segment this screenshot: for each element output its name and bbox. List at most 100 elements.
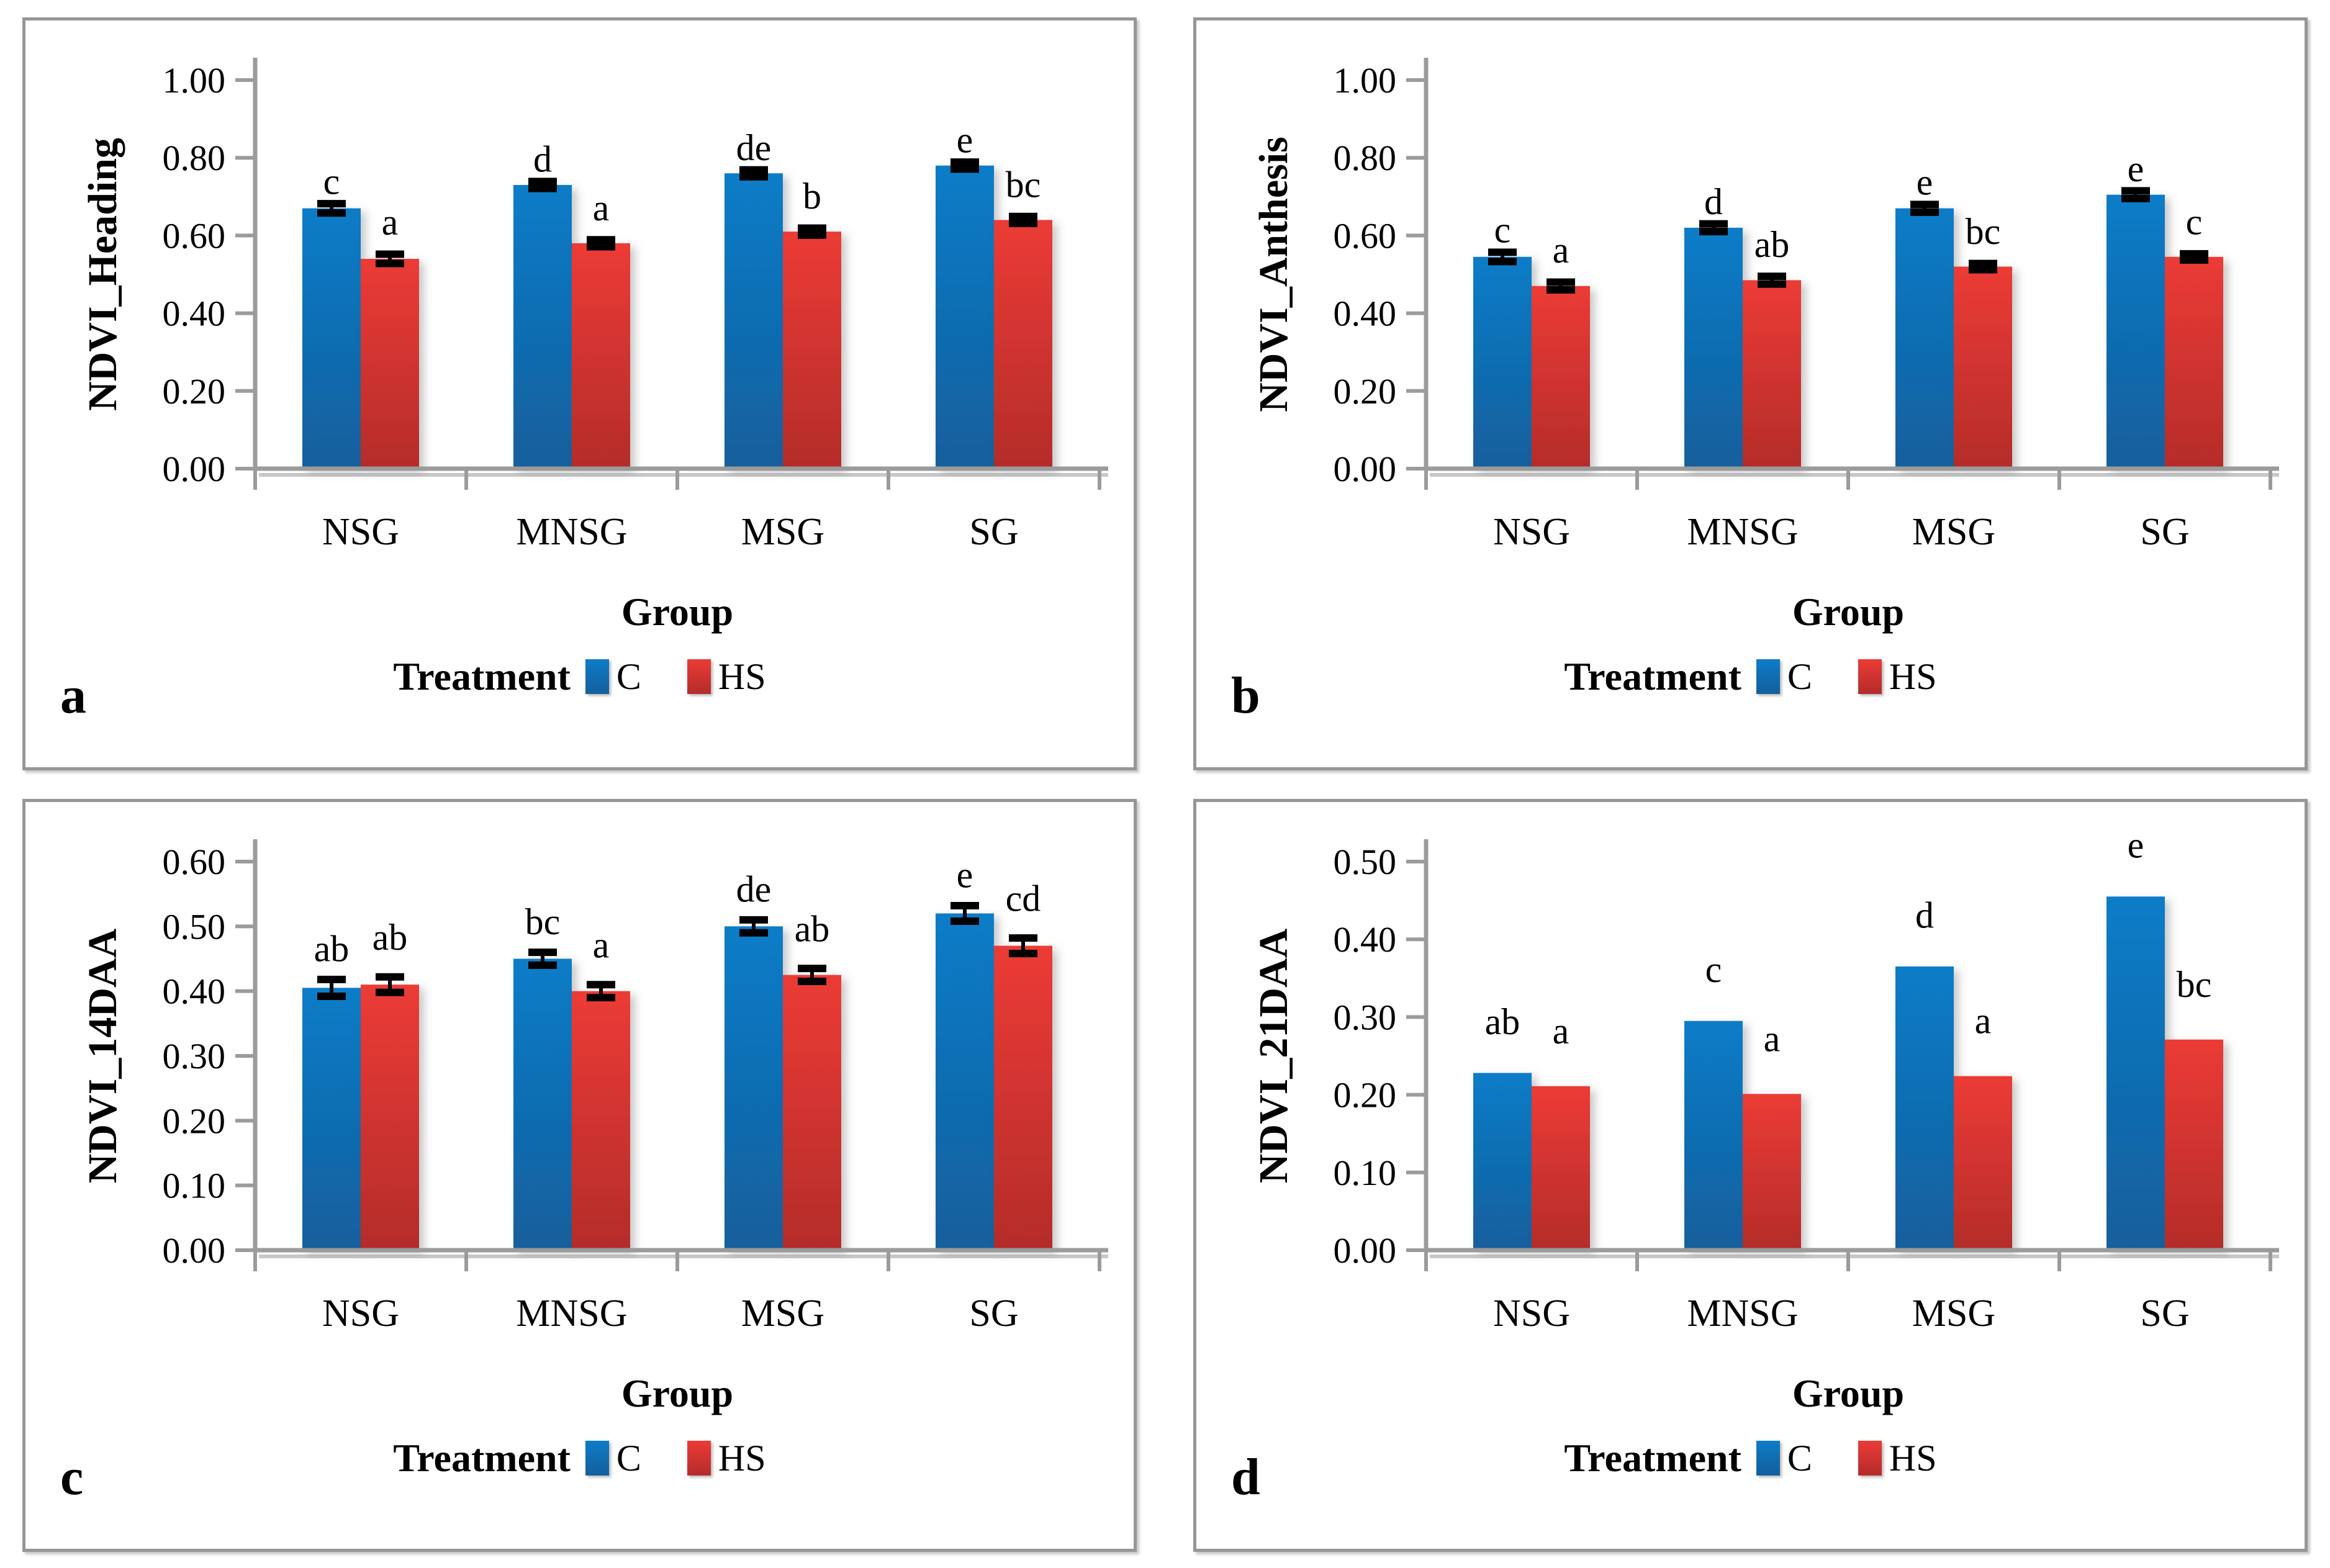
bar-HS-MSG <box>783 975 841 1250</box>
legend: Treatment C HS <box>25 649 1134 705</box>
y-tick-label: 0.80 <box>163 138 226 178</box>
panel-b: 0.00 0.20 0.40 0.60 0.80 1.00 c a NSG d ab MNSG e bc M… <box>1193 17 2308 770</box>
y-tick-label: 0.40 <box>1334 294 1397 334</box>
bar-C-SG <box>2106 896 2165 1250</box>
sig-letter-C-MSG: e <box>1917 162 1933 203</box>
y-tick-label: 1.00 <box>163 60 226 101</box>
bar-HS-NSG <box>361 259 419 469</box>
sig-letter-C-MNSG: c <box>1705 949 1722 990</box>
sig-letter-HS-NSG: a <box>1553 1011 1569 1052</box>
sig-letter-C-SG: e <box>2128 148 2144 189</box>
x-axis-title: Group <box>1792 1371 1904 1415</box>
y-tick-label: 0.40 <box>163 971 226 1012</box>
legend-swatch-c <box>585 659 609 694</box>
legend-swatch-hs <box>687 1441 711 1476</box>
y-tick-label: 0.40 <box>163 294 226 334</box>
x-axis-title: Group <box>1792 590 1904 634</box>
bar-HS-NSG <box>361 985 419 1250</box>
x-tick-label-MNSG: MNSG <box>1687 511 1798 553</box>
bar-C-MSG <box>1895 208 1954 469</box>
y-axis-title: NDVI_21DAA <box>1251 928 1296 1183</box>
y-tick-label: 0.00 <box>1334 449 1397 489</box>
bar-HS-SG <box>2165 1039 2223 1250</box>
y-tick-label: 0.20 <box>1334 371 1397 412</box>
sig-letter-HS-NSG: a <box>382 202 399 243</box>
legend-title: Treatment <box>393 654 571 698</box>
x-axis-title: Group <box>621 1371 733 1415</box>
bar-C-SG <box>2106 194 2165 469</box>
legend-swatch-hs <box>1858 659 1882 694</box>
sig-letter-C-MNSG: bc <box>525 901 561 942</box>
sig-letter-C-NSG: ab <box>1485 1001 1520 1042</box>
sig-letter-HS-MSG: b <box>803 176 821 217</box>
sig-letter-C-NSG: c <box>323 161 340 202</box>
y-tick-label: 0.10 <box>163 1166 226 1206</box>
panel-letter-a: a <box>60 667 86 724</box>
sig-letter-C-MNSG: d <box>1704 181 1723 222</box>
legend: Treatment C HS <box>1196 1430 2305 1486</box>
x-tick-label-MSG: MSG <box>741 511 824 553</box>
sig-letter-C-SG: e <box>957 855 973 896</box>
sig-letter-HS-MSG: a <box>1975 1001 1992 1042</box>
y-tick-label: 0.50 <box>163 906 226 947</box>
y-tick-label: 0.00 <box>163 449 226 489</box>
bar-HS-MSG <box>1954 266 2012 469</box>
y-tick-label: 0.30 <box>163 1036 226 1076</box>
panel-letter-d: d <box>1231 1448 1260 1506</box>
sig-letter-C-MSG: de <box>736 127 772 168</box>
y-axis-title: NDVI_Heading <box>80 138 125 411</box>
sig-letter-HS-MNSG: a <box>593 187 610 228</box>
y-tick-label: 0.60 <box>163 842 226 882</box>
bar-HS-MSG <box>783 232 841 469</box>
sig-letter-HS-SG: cd <box>1006 878 1041 919</box>
legend-swatch-hs <box>1858 1441 1882 1476</box>
sig-letter-C-SG: e <box>957 119 973 160</box>
y-tick-label: 0.00 <box>1334 1230 1397 1271</box>
y-tick-label: 0.80 <box>1334 138 1397 178</box>
sig-letter-C-MSG: d <box>1915 894 1934 935</box>
legend-item-hs: HS <box>1889 1438 1937 1479</box>
x-tick-label-MSG: MSG <box>1912 511 1995 553</box>
y-tick-label: 0.10 <box>1334 1153 1397 1193</box>
bar-HS-MNSG <box>572 243 630 469</box>
panel-letter-b: b <box>1231 667 1260 724</box>
bar-HS-NSG <box>1532 286 1590 469</box>
bar-HS-NSG <box>1532 1086 1590 1250</box>
bar-C-NSG <box>1473 1073 1532 1250</box>
y-tick-label: 0.40 <box>1334 919 1397 960</box>
x-tick-label-MNSG: MNSG <box>516 511 627 553</box>
bar-C-MSG <box>1895 966 1954 1250</box>
bar-C-MNSG <box>1684 1021 1743 1250</box>
y-axis-title: NDVI_14DAA <box>80 928 125 1183</box>
sig-letter-HS-NSG: a <box>1553 230 1569 271</box>
x-tick-label-SG: SG <box>2140 511 2189 553</box>
legend-swatch-c <box>585 1441 609 1476</box>
x-tick-label-NSG: NSG <box>1493 511 1570 553</box>
y-tick-label: 0.60 <box>163 215 226 256</box>
sig-letter-HS-SG: bc <box>2177 964 2212 1005</box>
bar-C-MNSG <box>513 958 572 1250</box>
legend-swatch-c <box>1756 659 1780 694</box>
y-tick-label: 0.60 <box>1334 215 1397 256</box>
x-tick-label-NSG: NSG <box>1493 1292 1570 1335</box>
sig-letter-HS-SG: bc <box>1006 164 1041 205</box>
x-tick-label-NSG: NSG <box>322 1292 399 1335</box>
legend-item-hs: HS <box>718 656 766 697</box>
sig-letter-C-MSG: de <box>736 869 772 910</box>
y-tick-label: 0.20 <box>1334 1075 1397 1115</box>
bar-HS-MNSG <box>1743 280 1801 469</box>
chart-svg-b: 0.000.200.400.600.801.00c aNSGdabMNSGebcM… <box>1251 58 2279 634</box>
sig-letter-HS-MSG: bc <box>1966 211 2001 252</box>
legend-swatch-hs <box>687 659 711 694</box>
legend-swatch-c <box>1756 1441 1780 1476</box>
x-tick-label-MSG: MSG <box>741 1292 824 1335</box>
y-axis-title: NDVI_Anthesis <box>1251 137 1296 412</box>
sig-letter-C-SG: e <box>2128 825 2144 866</box>
bar-C-SG <box>936 913 994 1250</box>
sig-letter-C-MNSG: d <box>533 139 552 180</box>
y-tick-label: 0.30 <box>1334 997 1397 1037</box>
bar-HS-SG <box>2165 256 2223 469</box>
legend-item-hs: HS <box>718 1438 766 1479</box>
